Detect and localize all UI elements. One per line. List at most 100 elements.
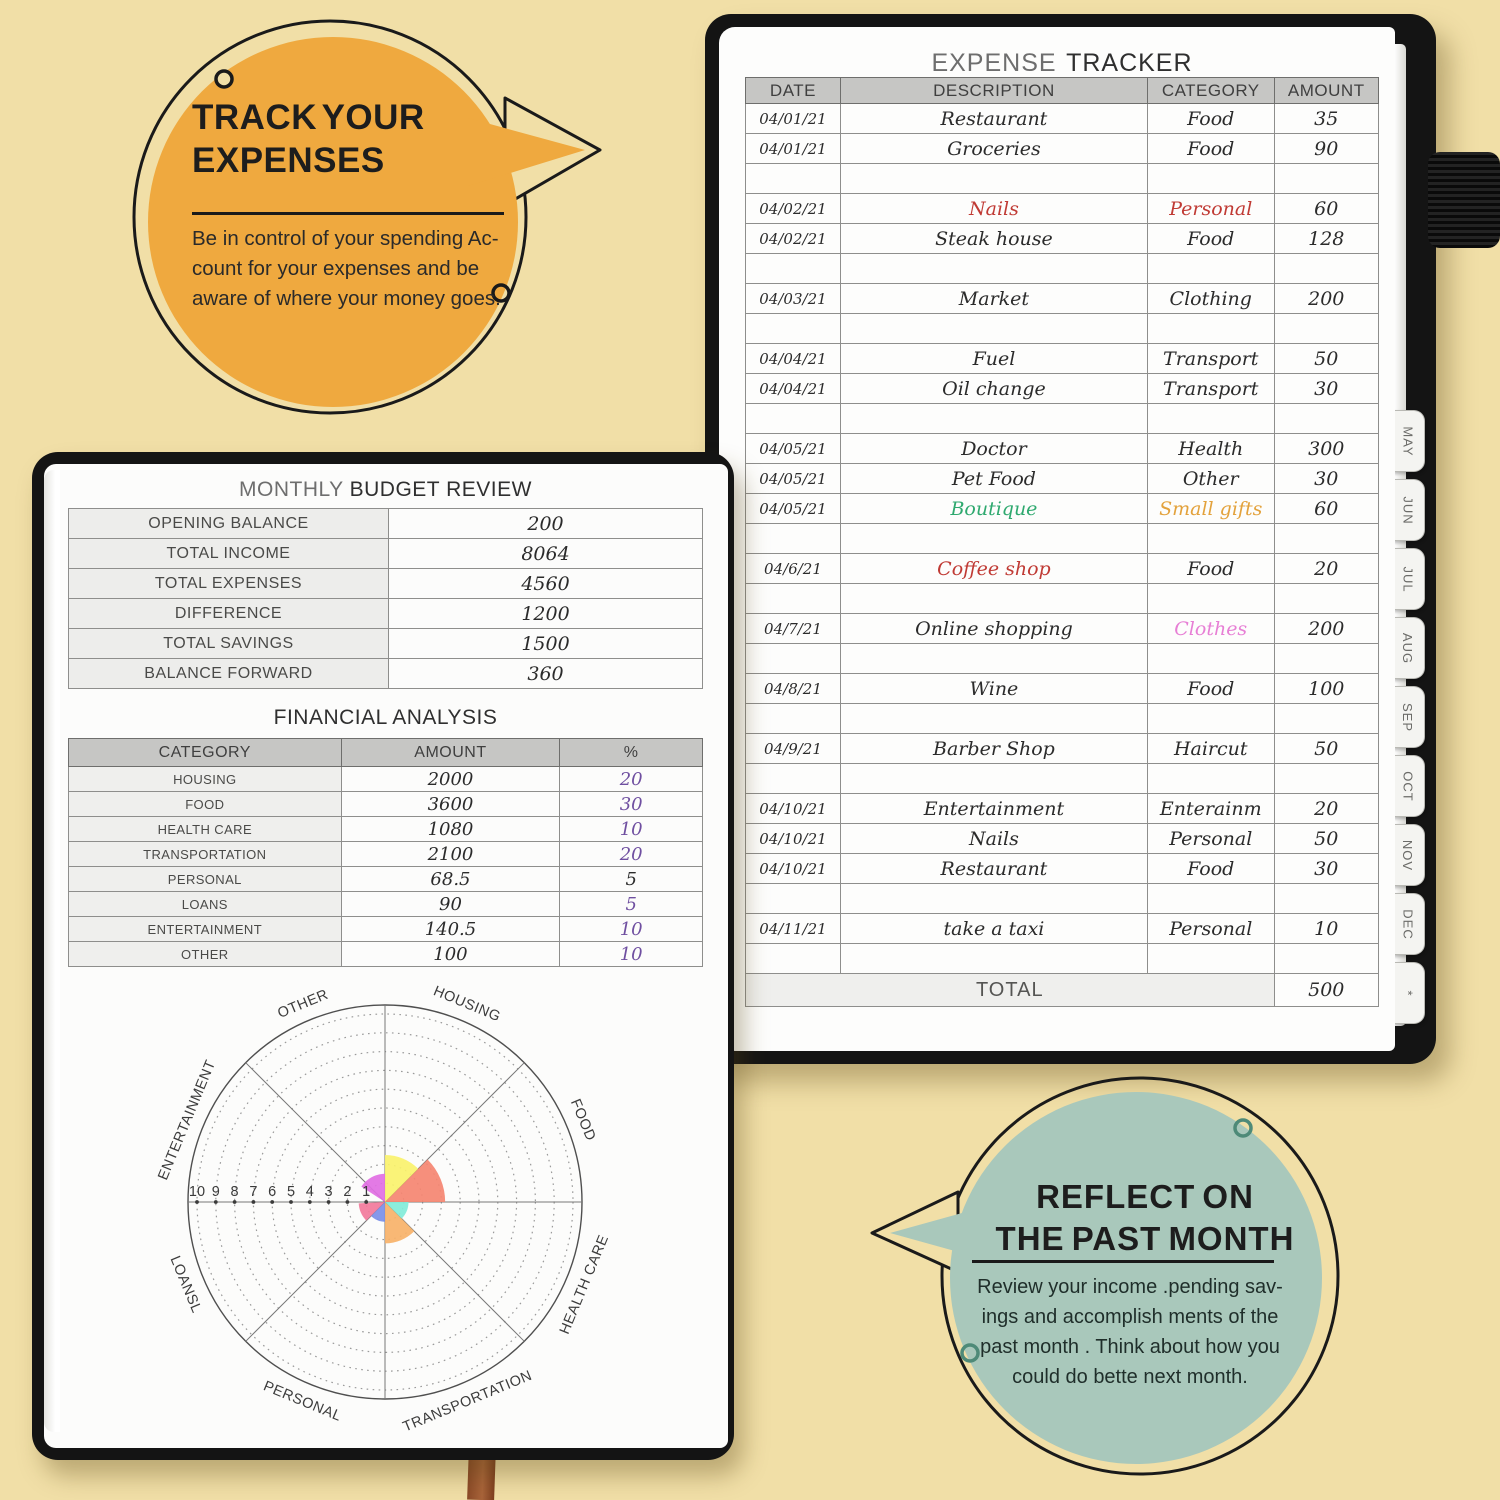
cell-category xyxy=(1146,763,1275,794)
tick-label: 3 xyxy=(325,1184,333,1200)
cell-date xyxy=(745,763,841,794)
cell-description: take a taxi xyxy=(839,913,1148,944)
cell-description xyxy=(839,253,1148,284)
table-row: 04/10/21 Nails Personal 50 xyxy=(745,823,1380,854)
cell-category: Food xyxy=(1146,673,1275,704)
cell-amount: 90 xyxy=(340,891,561,917)
table-row: 04/10/21 Entertainment Enterainm 20 xyxy=(745,793,1380,824)
cell-description: Online shopping xyxy=(839,613,1148,644)
cell-amount: 35 xyxy=(1273,103,1380,134)
tick-dot xyxy=(345,1200,350,1204)
table-row: 04/7/21 Online shopping Clothes 200 xyxy=(745,613,1380,644)
cell-date: 04/02/21 xyxy=(745,193,841,224)
title-divider xyxy=(192,212,504,215)
cell-amount: 30 xyxy=(1273,853,1380,884)
expense-tracker-page: EXPENSE TRACKER DATE DESCRIPTION CATEGORY A… xyxy=(719,27,1395,1051)
cell-date xyxy=(745,403,841,434)
month-tab-label: MAY xyxy=(1400,425,1416,457)
tick-dot xyxy=(232,1200,237,1204)
title-word-monthly: MONTHLY xyxy=(239,478,344,501)
table-row xyxy=(745,643,1380,674)
table-row: OPENING BALANCE 200 xyxy=(68,508,703,539)
bubble-fill-circle xyxy=(950,1092,1322,1464)
cell-date: 04/7/21 xyxy=(745,613,841,644)
cell-category: Food xyxy=(1146,133,1275,164)
month-tab-oct: OCT xyxy=(1392,755,1425,817)
cell-amount: 20 xyxy=(1273,793,1380,824)
cell-amount xyxy=(1273,523,1380,554)
cell-category xyxy=(1146,883,1275,914)
cell-label: TOTAL EXPENSES xyxy=(68,568,389,599)
cell-date xyxy=(745,313,841,344)
table-row: PERSONAL 68.5 5 xyxy=(68,866,703,892)
cell-amount: 10 xyxy=(1273,913,1380,944)
decorative-ring-icon xyxy=(214,69,234,89)
cell-description: Steak house xyxy=(839,223,1148,254)
title-word-tracker: TRACKER xyxy=(1066,49,1193,77)
table-row: 04/02/21 Steak house Food 128 xyxy=(745,223,1380,254)
cell-amount xyxy=(1273,253,1380,284)
cell-amount: 140.5 xyxy=(340,916,561,942)
cell-percent: 10 xyxy=(559,916,703,942)
column-header: AMOUNT xyxy=(1273,77,1380,104)
cell-amount xyxy=(1273,403,1380,434)
body-line: aware of where your money goes. xyxy=(192,287,501,310)
cell-date: 04/04/21 xyxy=(745,343,841,374)
column-header: DATE xyxy=(745,77,841,104)
track-expenses-body: Be in control of your spending Ac- count… xyxy=(192,224,544,314)
total-label: TOTAL xyxy=(745,973,1275,1007)
column-header: CATEGORY xyxy=(68,738,342,767)
table-row: 04/02/21 Nails Personal 60 xyxy=(745,193,1380,224)
cell-category: ENTERTAINMENT xyxy=(68,916,342,942)
cell-date: 04/11/21 xyxy=(745,913,841,944)
cell-date: 04/10/21 xyxy=(745,793,841,824)
table-row: TOTAL INCOME 8064 xyxy=(68,538,703,569)
bubble-outline-circle xyxy=(940,1076,1340,1476)
category-label: HOUSING xyxy=(431,983,503,1025)
cell-date: 04/02/21 xyxy=(745,223,841,254)
tick-label: 10 xyxy=(189,1184,205,1200)
cell-category: Enterainm xyxy=(1146,793,1275,824)
cell-description xyxy=(839,523,1148,554)
cell-description: Restaurant xyxy=(839,853,1148,884)
body-line: Review your income .pending sav- xyxy=(977,1276,1283,1298)
table-row: 04/05/21 Boutique Small gifts 60 xyxy=(745,493,1380,524)
cell-description: Boutique xyxy=(839,493,1148,524)
cell-date: 04/10/21 xyxy=(745,823,841,854)
month-tab-label: DEC xyxy=(1400,908,1416,940)
cell-amount: 20 xyxy=(1273,553,1380,584)
table-row: LOANS 90 5 xyxy=(68,891,703,917)
cell-description: Coffee shop xyxy=(839,553,1148,584)
column-header: AMOUNT xyxy=(340,738,561,767)
cell-amount xyxy=(1273,643,1380,674)
budget-table: OPENING BALANCE 200 TOTAL INCOME 8064 TOTAL … xyxy=(68,508,703,689)
tick-label: 2 xyxy=(343,1184,351,1200)
table-row xyxy=(745,883,1380,914)
title-line: EXPENSES xyxy=(192,141,385,180)
cell-date xyxy=(745,643,841,674)
table-row: TOTAL EXPENSES 4560 xyxy=(68,568,703,599)
body-line: Be in control of your spending Ac- xyxy=(192,227,499,250)
cell-date xyxy=(745,253,841,284)
tick-dot xyxy=(289,1200,293,1204)
table-row: HOUSING 2000 20 xyxy=(68,766,703,792)
title-line: TRACK YOUR xyxy=(192,98,425,137)
cell-amount xyxy=(1273,583,1380,614)
cell-description: Market xyxy=(839,283,1148,314)
cell-date xyxy=(745,703,841,734)
cell-amount: 50 xyxy=(1273,343,1380,374)
cell-amount: 100 xyxy=(340,941,561,967)
tick-dot xyxy=(195,1200,199,1204)
cell-description xyxy=(839,163,1148,194)
cell-percent: 20 xyxy=(559,841,703,867)
cell-amount: 30 xyxy=(1273,373,1380,404)
title-line: THE PAST MONTH xyxy=(995,1220,1295,1257)
decorative-ring-icon xyxy=(491,283,511,303)
spending-rose-chart: 10 9 8 7 6 5 4 3 2 1 HOUSING FOOD HEALTH CARE TRANSPO… xyxy=(155,983,612,1435)
tick-dot xyxy=(270,1200,275,1204)
cell-category: Clothing xyxy=(1146,283,1275,314)
cell-category: Food xyxy=(1146,553,1275,584)
table-row: 04/9/21 Barber Shop Haircut 50 xyxy=(745,733,1380,764)
cell-amount xyxy=(1273,943,1380,974)
cell-date xyxy=(745,583,841,614)
